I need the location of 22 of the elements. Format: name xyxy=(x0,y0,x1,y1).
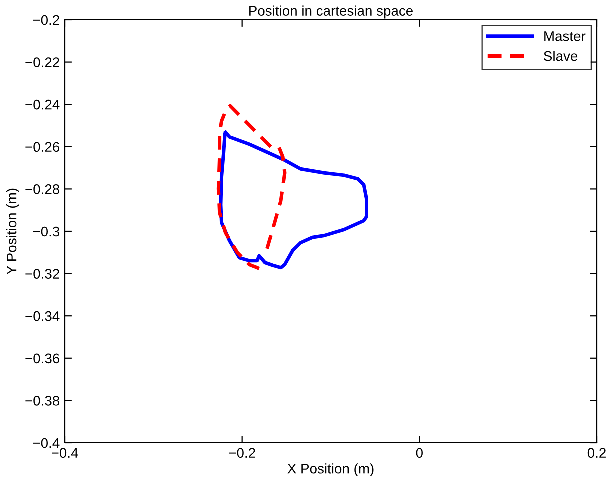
chart-title: Position in cartesian space xyxy=(250,6,413,19)
x-tick-label: −0.2 xyxy=(229,448,256,458)
y-tick-label: −0.24 xyxy=(26,100,60,110)
x-tick-label: 0.2 xyxy=(588,448,606,458)
y-tick-label: −0.3 xyxy=(33,226,60,237)
line-series xyxy=(219,130,368,270)
y-tick-label: −0.32 xyxy=(26,269,60,279)
x-axis-title: X Position (m) xyxy=(288,464,374,477)
y-tick-label: −0.34 xyxy=(26,311,60,322)
y-tick-label: −0.28 xyxy=(26,184,60,194)
y-tick-label: −0.22 xyxy=(26,58,60,68)
line-series xyxy=(216,104,287,270)
x-tick-label: −0.4 xyxy=(52,448,78,458)
x-tick-label: 0 xyxy=(416,448,423,458)
y-tick-label: −0.2 xyxy=(33,15,60,26)
y-tick-label: −0.26 xyxy=(26,142,60,152)
y-axis-title: Y Position (m) xyxy=(6,188,20,275)
y-tick-label: −0.4 xyxy=(33,438,60,448)
y-tick-label: −0.36 xyxy=(26,354,60,364)
legend-label: Slave xyxy=(544,51,578,62)
y-tick-label: −0.38 xyxy=(26,396,60,406)
legend-label: Master xyxy=(544,32,586,42)
